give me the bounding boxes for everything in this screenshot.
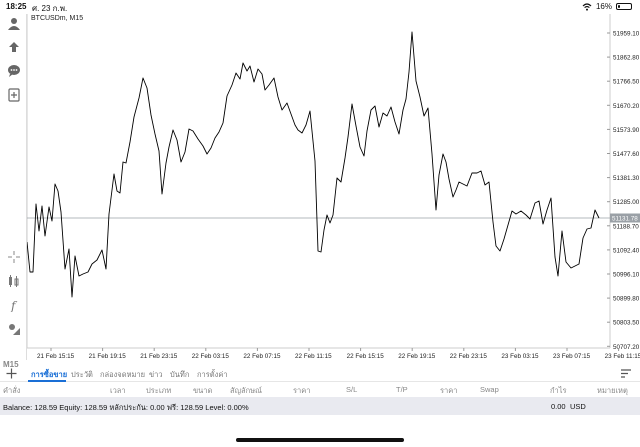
battery-icon — [616, 3, 632, 10]
price-tick-label: 51573.90 — [613, 127, 640, 134]
price-tick-label: 51381.30 — [613, 175, 640, 182]
timeframe-label[interactable]: M15 — [3, 360, 19, 369]
tab-journal[interactable]: บันทึก — [170, 370, 190, 379]
price-tick-label: 51285.00 — [613, 199, 640, 206]
col-time: เวลา — [110, 386, 126, 395]
price-series-line — [26, 31, 600, 298]
price-tick-label: 50996.10 — [613, 272, 640, 279]
objects-icon[interactable] — [6, 321, 21, 336]
tab-news[interactable]: ข่าว — [149, 370, 163, 379]
indicator-icon[interactable] — [6, 273, 21, 288]
add-document-icon[interactable] — [6, 87, 21, 102]
tab-settings[interactable]: การตั้งค่า — [197, 370, 228, 379]
battery-fill — [618, 5, 621, 8]
left-toolbar: f M15 — [0, 14, 27, 369]
time-tick-label: 22 Feb 11:15 — [295, 353, 332, 360]
time-tick-label: 21 Feb 23:15 — [140, 353, 178, 360]
tab-trade[interactable]: การซื้อขาย — [31, 370, 68, 379]
current-price-label: 51131.78 — [612, 216, 638, 223]
col-sl: S/L — [346, 385, 358, 394]
crosshair-icon[interactable] — [6, 249, 21, 264]
account-currency: USD — [570, 402, 586, 411]
status-right: 16% — [582, 2, 632, 11]
wifi-icon — [582, 2, 592, 11]
trade-columns: คำสั่ง เวลา ประเภท ขนาด สัญลักษณ์ ราคา S… — [0, 383, 640, 397]
total-profit: 0.00 — [551, 402, 566, 411]
function-icon[interactable]: f — [6, 297, 21, 312]
time-tick-label: 22 Feb 03:15 — [192, 353, 230, 360]
tab-history[interactable]: ประวัติ — [71, 370, 93, 379]
col-tp: T/P — [396, 385, 408, 394]
price-tick-label: 51092.40 — [613, 247, 640, 254]
col-price: ราคา — [293, 386, 311, 395]
col-swap: Swap — [480, 385, 499, 394]
price-tick-label: 51670.20 — [613, 103, 640, 110]
price-tick-label: 51862.80 — [613, 55, 640, 62]
time-tick-label: 23 Feb 11:15 — [605, 353, 640, 360]
home-indicator[interactable] — [236, 438, 404, 442]
price-chart[interactable]: 51959.10 51862.80 51766.50 51670.20 51573.90… — [26, 14, 640, 375]
col-symbol: สัญลักษณ์ — [230, 386, 263, 395]
tab-mailbox[interactable]: กล่องจดหมาย — [100, 370, 146, 379]
active-tab-indicator — [28, 380, 66, 382]
price-tick-label: 50899.80 — [613, 296, 640, 303]
time-tick-label: 23 Feb 03:15 — [501, 353, 539, 360]
price-tick-label: 51766.50 — [613, 79, 640, 86]
price-tick-label: 51959.10 — [613, 31, 640, 38]
status-bar: 18:25 ศ. 23 ก.พ. 16% — [0, 0, 640, 14]
col-comment: หมายเหตุ — [597, 386, 628, 395]
col-volume: ขนาด — [193, 386, 213, 395]
chart-symbol: BTCUSDm, M15 — [31, 15, 84, 22]
add-icon[interactable] — [6, 368, 17, 379]
status-date: ศ. 23 ก.พ. — [32, 4, 68, 13]
time-tick-label: 23 Feb 07:15 — [553, 353, 591, 360]
time-tick-label: 21 Feb 19:15 — [89, 353, 127, 360]
price-tick-label: 50803.50 — [613, 320, 640, 327]
balance-row: Balance: 128.59 Equity: 128.59 หลักประกั… — [0, 397, 640, 415]
balance-summary: Balance: 128.59 Equity: 128.59 หลักประกั… — [3, 403, 249, 412]
chart-canvas: 51959.10 51862.80 51766.50 51670.20 51573.90… — [26, 14, 640, 375]
status-time: 18:25 — [6, 2, 27, 11]
price-tick-label: 51477.60 — [613, 151, 640, 158]
price-tick-label: 51188.70 — [613, 223, 639, 230]
time-tick-label: 22 Feb 19:15 — [398, 353, 436, 360]
col-current-price: ราคา — [440, 386, 458, 395]
time-tick-label: 22 Feb 23:15 — [450, 353, 488, 360]
chat-icon[interactable] — [6, 63, 21, 78]
user-icon[interactable] — [6, 16, 21, 31]
col-order: คำสั่ง — [3, 386, 21, 395]
battery-percent: 16% — [595, 2, 612, 11]
col-type: ประเภท — [146, 386, 172, 395]
accounts-icon[interactable] — [6, 39, 21, 54]
col-profit: กำไร — [550, 386, 567, 395]
current-price-tag — [610, 213, 640, 223]
svg-text:f: f — [10, 299, 18, 312]
time-tick-label: 22 Feb 07:15 — [243, 353, 281, 360]
time-tick-label: 21 Feb 15:15 — [37, 353, 75, 360]
price-tick-label: 50707.20 — [613, 344, 640, 351]
terminal-tabs: การซื้อขาย ประวัติ กล่องจดหมาย ข่าว บันท… — [0, 366, 640, 382]
sort-icon[interactable] — [620, 368, 632, 379]
time-tick-label: 22 Feb 15:15 — [347, 353, 385, 360]
